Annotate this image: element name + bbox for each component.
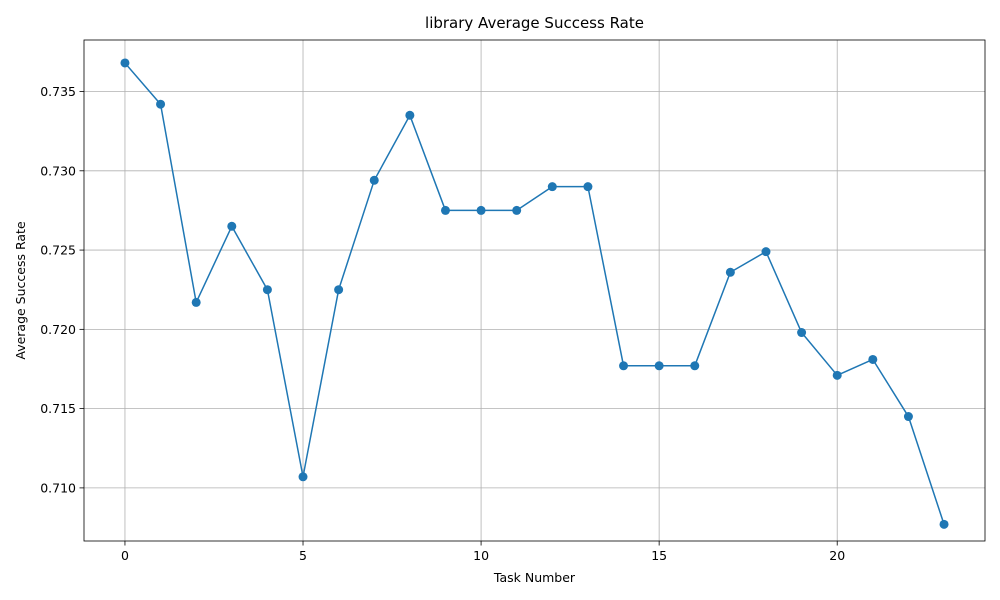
- plot-frame: [83, 39, 986, 542]
- data-point: [761, 247, 771, 257]
- y-tick-label: 0.735: [40, 84, 76, 99]
- y-tick-label: 0.715: [40, 401, 76, 416]
- data-point: [512, 205, 522, 215]
- x-tick-label: 5: [299, 548, 307, 563]
- x-tick-label: 15: [651, 548, 667, 563]
- data-point: [334, 285, 344, 295]
- data-point: [227, 221, 237, 231]
- data-point: [156, 99, 166, 109]
- data-point: [619, 361, 629, 371]
- series-layer: [120, 58, 949, 529]
- x-tick-label: 20: [829, 548, 845, 563]
- y-axis-label: Average Success Rate: [13, 221, 28, 360]
- y-tick-label: 0.720: [40, 322, 76, 337]
- data-point: [903, 412, 913, 422]
- data-point: [191, 297, 201, 307]
- chart-title: library Average Success Rate: [425, 14, 644, 32]
- data-point: [262, 285, 272, 295]
- y-tick-label: 0.730: [40, 163, 76, 178]
- data-point: [690, 361, 700, 371]
- data-point: [120, 58, 130, 68]
- x-axis-label: Task Number: [493, 570, 576, 585]
- data-point: [440, 205, 450, 215]
- grid-lines: [84, 40, 985, 541]
- y-tick-label: 0.725: [40, 243, 76, 258]
- data-point: [832, 370, 842, 380]
- data-point: [405, 110, 415, 120]
- data-point: [868, 354, 878, 364]
- data-point: [939, 519, 949, 529]
- data-point: [654, 361, 664, 371]
- data-point: [476, 205, 486, 215]
- data-point: [547, 182, 557, 192]
- y-axis-ticks: 0.710 0.715 0.720 0.725 0.730 0.735: [40, 84, 84, 495]
- x-tick-label: 10: [473, 548, 489, 563]
- data-point: [583, 182, 593, 192]
- data-point: [797, 328, 807, 338]
- y-tick-label: 0.710: [40, 480, 76, 495]
- data-point: [725, 267, 735, 277]
- series-line: [124, 62, 945, 525]
- x-tick-label: 0: [121, 548, 129, 563]
- data-point: [298, 472, 308, 482]
- data-point: [369, 175, 379, 185]
- x-axis-ticks: 0 5 10 15 20: [121, 541, 845, 563]
